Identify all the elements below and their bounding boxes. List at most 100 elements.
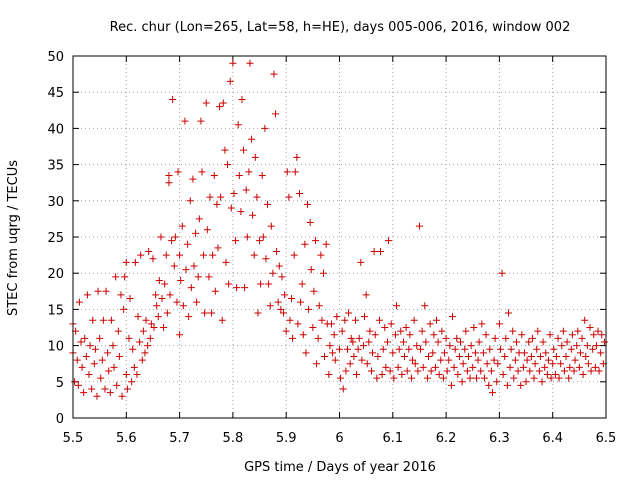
x-tick-label: 5.8	[223, 431, 244, 446]
data-point	[475, 338, 483, 346]
data-point	[357, 258, 365, 266]
data-point	[232, 237, 240, 245]
data-point	[251, 153, 259, 161]
data-point	[554, 334, 562, 342]
data-point	[438, 327, 446, 335]
data-point	[410, 316, 418, 324]
data-point	[310, 287, 318, 295]
data-point	[192, 229, 200, 237]
data-point	[488, 389, 496, 397]
plot-frame	[72, 55, 607, 419]
data-point	[407, 374, 415, 382]
data-point	[137, 251, 145, 259]
data-point	[397, 327, 405, 335]
data-point	[525, 338, 533, 346]
data-point	[187, 284, 195, 292]
data-point	[549, 360, 557, 368]
data-point	[83, 291, 91, 299]
data-point	[409, 356, 417, 364]
data-point	[312, 237, 320, 245]
data-point	[178, 222, 186, 230]
data-point	[299, 331, 307, 339]
data-point	[533, 345, 541, 353]
data-point	[369, 349, 377, 357]
data-point	[349, 338, 357, 346]
data-point	[273, 247, 281, 255]
data-point	[443, 367, 451, 375]
data-point	[242, 186, 250, 194]
data-point	[99, 316, 107, 324]
data-point	[472, 374, 480, 382]
data-point	[467, 342, 475, 350]
data-point	[338, 327, 346, 335]
data-point	[503, 381, 511, 389]
data-point	[429, 349, 437, 357]
data-point	[371, 331, 379, 339]
data-point	[133, 371, 141, 379]
data-point	[365, 338, 373, 346]
data-point	[318, 316, 326, 324]
data-point	[126, 295, 134, 303]
data-point	[122, 258, 130, 266]
data-point	[123, 385, 131, 393]
data-point	[96, 334, 104, 342]
data-point	[195, 215, 203, 223]
data-point	[107, 316, 115, 324]
x-tick-label: 6.2	[436, 431, 457, 446]
data-point	[177, 276, 185, 284]
data-point	[426, 320, 434, 328]
y-tick-label: 20	[47, 267, 64, 282]
data-point	[309, 324, 317, 331]
data-point	[425, 352, 433, 360]
data-point	[421, 302, 429, 310]
data-point	[445, 356, 453, 364]
data-point	[333, 313, 341, 321]
data-point	[342, 367, 350, 375]
data-point	[227, 204, 235, 212]
data-point	[152, 291, 160, 299]
data-point	[447, 381, 455, 389]
data-point	[155, 276, 163, 284]
data-point	[78, 363, 86, 371]
data-point	[120, 305, 128, 313]
data-point	[262, 255, 270, 263]
data-point	[470, 324, 478, 331]
data-point	[245, 168, 253, 176]
data-point	[238, 95, 246, 103]
data-point	[94, 287, 102, 295]
data-point	[146, 334, 154, 342]
data-point	[91, 345, 99, 353]
data-point	[306, 219, 314, 227]
data-point	[433, 316, 441, 324]
data-point	[395, 345, 403, 353]
data-point	[575, 363, 583, 371]
data-point	[358, 356, 366, 364]
y-tick-label: 50	[47, 50, 64, 65]
data-point	[149, 255, 157, 263]
data-point	[382, 363, 390, 371]
data-point	[229, 59, 237, 67]
data-point	[435, 371, 443, 379]
data-point	[383, 338, 391, 346]
data-point	[589, 345, 597, 353]
data-point	[298, 280, 306, 288]
data-point	[275, 262, 283, 270]
data-point	[257, 280, 265, 288]
data-point	[147, 320, 155, 328]
data-point	[97, 374, 105, 382]
data-point	[531, 360, 539, 368]
data-point	[209, 251, 217, 259]
data-point	[139, 327, 147, 335]
data-point	[353, 371, 361, 379]
data-point	[221, 146, 229, 154]
data-point	[250, 251, 258, 259]
data-point	[176, 251, 184, 259]
data-point	[510, 374, 518, 382]
data-point	[514, 367, 522, 375]
data-point	[226, 77, 234, 85]
data-point	[437, 356, 445, 364]
data-point	[265, 280, 273, 288]
data-point	[442, 334, 450, 342]
data-point	[535, 367, 543, 375]
data-point	[243, 233, 251, 241]
